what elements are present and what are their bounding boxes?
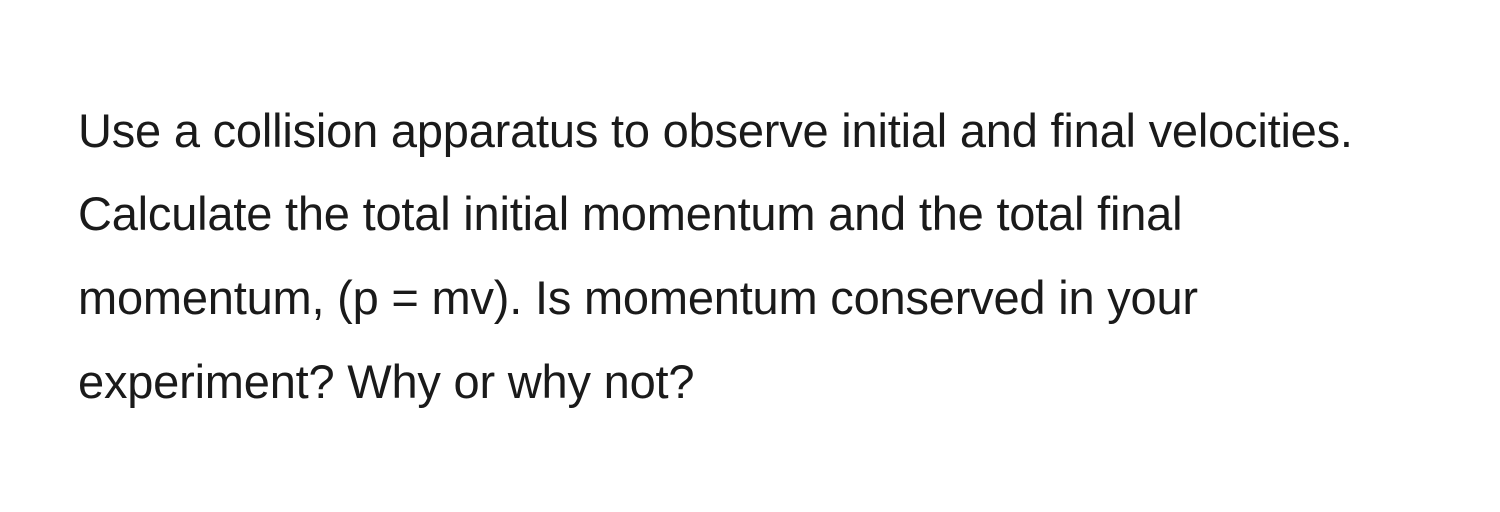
question-paragraph: Use a collision apparatus to observe ini… bbox=[78, 89, 1422, 424]
